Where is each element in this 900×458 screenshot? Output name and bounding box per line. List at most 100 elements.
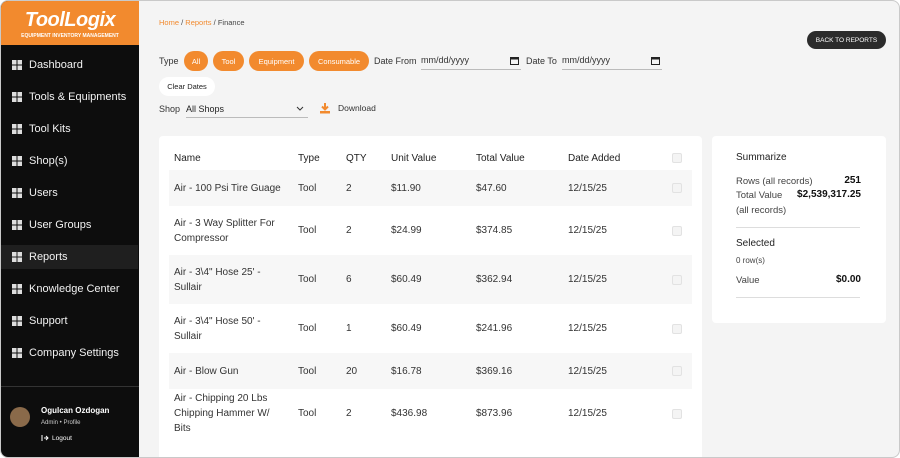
nav-icon — [12, 156, 22, 166]
table-cell: 2 — [346, 225, 352, 236]
nav-icon — [12, 220, 22, 230]
table-cell: $11.90 — [386, 170, 471, 206]
table-row[interactable]: Air - Blow Gun Tool 20 $16.78 $369.16 12/15/2… — [169, 353, 692, 389]
type-pill[interactable]: Equipment — [249, 51, 304, 71]
nav-item[interactable]: Tools & Equipments — [1, 85, 138, 109]
nav-item[interactable]: Tool Kits — [1, 117, 138, 141]
column-header: Type — [298, 152, 320, 164]
table-row[interactable]: Air - 3 Way Splitter For Compressor Tool 2… — [169, 206, 692, 255]
selected-title: Selected — [736, 238, 775, 249]
breadcrumb: Home / Reports / Finance — [159, 18, 245, 27]
total-sub: (all records) — [736, 205, 787, 216]
date-from-input[interactable]: mm/dd/yyyy — [421, 53, 521, 70]
nav-label: Support — [29, 315, 68, 327]
table-cell: 12/15/25 — [568, 408, 607, 419]
nav-item[interactable]: Reports — [1, 245, 138, 269]
nav-label: Tool Kits — [29, 123, 71, 135]
table-cell: 12/15/25 — [563, 170, 667, 206]
nav-icon — [12, 284, 22, 294]
download-text: Download — [338, 103, 376, 113]
table-row[interactable]: Air - 3\4" Hose 25' - Sullair Tool 6 $60.49… — [169, 255, 692, 304]
checkbox[interactable] — [672, 323, 682, 334]
row-select[interactable] — [667, 255, 692, 304]
table-row[interactable]: Air - 3\4" Hose 50' - Sullair Tool 1 $60.49… — [169, 304, 692, 353]
rows-value: 251 — [844, 175, 861, 186]
column-header: Date Added — [568, 152, 621, 164]
table-cell: Tool — [298, 323, 317, 334]
crumb-current: Finance — [217, 18, 245, 27]
column-header: QTY — [346, 152, 367, 164]
summary-title: Summarize — [736, 152, 787, 163]
total-label: Total Value — [736, 190, 783, 201]
column-header: Name — [174, 152, 201, 164]
sidebar: ToolLogix EQUIPMENT INVENTORY MANAGEMENT… — [1, 1, 139, 457]
table-cell: Tool — [293, 353, 341, 389]
nav-icon — [12, 124, 22, 134]
nav-label: Knowledge Center — [29, 283, 120, 295]
rows-label: Rows (all records) — [736, 176, 813, 187]
checkbox[interactable] — [672, 183, 682, 193]
user-panel: Ogulcan Ozdogan Admin • Profile Logout — [1, 386, 139, 457]
clear-dates-button[interactable]: Clear Dates — [159, 77, 215, 96]
nav-item[interactable]: Company Settings — [1, 341, 138, 365]
nav-item[interactable]: User Groups — [1, 213, 138, 237]
shop-value: All Shops — [186, 104, 225, 114]
table-cell: Tool — [298, 408, 317, 419]
type-pill[interactable]: Tool — [213, 51, 244, 71]
checkbox[interactable] — [672, 153, 682, 163]
checkbox[interactable] — [672, 366, 682, 376]
table-row[interactable]: Air - Chipping 20 Lbs Chipping Hammer W/… — [169, 389, 692, 438]
crumb-link[interactable]: Reports — [185, 18, 212, 27]
data-table: Name Type QTY Unit Value Total Value Date Add… — [169, 146, 692, 438]
table-cell: Tool — [298, 225, 317, 236]
summary-card: Summarize Rows (all records) 251 Total V… — [712, 136, 886, 323]
nav-item[interactable]: Shop(s) — [1, 149, 138, 173]
checkbox[interactable] — [672, 408, 682, 419]
select-all[interactable] — [667, 146, 692, 170]
checkbox[interactable] — [672, 274, 682, 285]
table-cell: $873.96 — [476, 408, 513, 419]
nav-item[interactable]: Knowledge Center — [1, 277, 138, 301]
column-header: Unit Value — [391, 152, 437, 164]
total-value: $2,539,317.25 — [797, 189, 861, 200]
header-row: Name Type QTY Unit Value Total Value Date Add… — [169, 146, 692, 170]
nav-item[interactable]: Users — [1, 181, 138, 205]
nav-item[interactable]: Dashboard — [1, 53, 138, 77]
checkbox[interactable] — [672, 225, 682, 236]
back-button[interactable]: BACK TO REPORTS — [807, 31, 886, 49]
shop-select[interactable]: All Shops — [186, 101, 308, 118]
row-select[interactable] — [667, 304, 692, 353]
logout[interactable]: Logout — [41, 434, 72, 442]
avatar — [10, 407, 30, 427]
divider — [736, 227, 860, 228]
shop-label: Shop — [159, 104, 181, 114]
type-pill[interactable]: All — [184, 51, 208, 71]
user-role[interactable]: Admin • Profile — [41, 420, 81, 426]
table-cell: 6 — [341, 255, 386, 304]
table-row[interactable]: Air - 100 Psi Tire Guage Tool 2 $11.90 $47.6… — [169, 170, 692, 206]
table-cell: 1 — [346, 323, 352, 334]
divider — [736, 297, 860, 298]
row-select[interactable] — [667, 389, 692, 438]
table-cell: $16.78 — [386, 353, 471, 389]
date-to-input[interactable]: mm/dd/yyyy — [562, 53, 662, 70]
logo[interactable]: ToolLogix EQUIPMENT INVENTORY MANAGEMENT — [1, 1, 139, 45]
nav-item[interactable]: Support — [1, 309, 138, 333]
row-select[interactable] — [667, 353, 692, 389]
table-cell: 20 — [341, 353, 386, 389]
crumb-link[interactable]: Home — [159, 18, 180, 27]
type-pill[interactable]: Consumable — [309, 51, 369, 71]
download-button[interactable]: Download — [319, 102, 376, 114]
date-placeholder: mm/dd/yyyy — [421, 55, 470, 65]
table-cell: $436.98 — [391, 408, 428, 419]
row-select[interactable] — [667, 206, 692, 255]
nav-label: Shop(s) — [29, 155, 68, 167]
logout-text: Logout — [52, 434, 72, 442]
nav-label: User Groups — [29, 219, 92, 231]
logo-title: ToolLogix — [24, 9, 116, 31]
column-header: Total Value — [476, 152, 525, 164]
table-cell: $60.49 — [386, 255, 471, 304]
row-select[interactable] — [667, 170, 692, 206]
table-cell: Tool — [293, 170, 341, 206]
